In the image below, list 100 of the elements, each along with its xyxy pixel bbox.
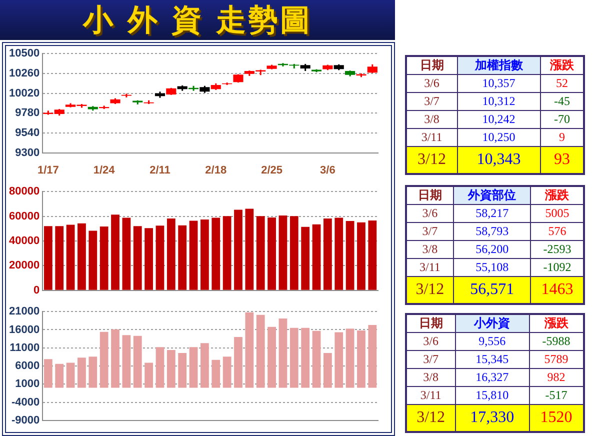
y-tick-label: 80000	[8, 186, 40, 198]
bar	[55, 364, 64, 388]
text: 1463	[530, 276, 584, 304]
bar	[66, 224, 75, 290]
text: 982	[529, 368, 584, 386]
text: 10,357	[457, 74, 541, 92]
bar	[368, 220, 377, 290]
text: 9	[540, 128, 584, 146]
text: 日期	[406, 56, 458, 74]
bar	[144, 228, 153, 290]
bar	[278, 318, 288, 388]
bar	[122, 335, 131, 388]
bar	[234, 210, 242, 290]
bar	[200, 343, 209, 388]
text: 15,810	[455, 386, 529, 404]
text: 55,108	[453, 258, 531, 276]
text: 58,217	[453, 204, 531, 222]
text: 56,200	[453, 240, 531, 258]
bar	[166, 350, 176, 388]
text: 10,250	[457, 128, 541, 146]
bar	[133, 336, 142, 388]
text: 3/7	[406, 350, 456, 368]
bar	[301, 226, 310, 290]
bar	[368, 325, 377, 388]
bar	[222, 216, 232, 290]
bar	[301, 328, 310, 388]
y-tick-label: 9780	[15, 107, 40, 120]
text: -70	[540, 110, 584, 128]
text: 10,343	[457, 146, 541, 174]
text: 3/7	[406, 92, 458, 110]
bar	[88, 356, 98, 388]
y-tick-label: 0	[33, 284, 40, 296]
text: 58,793	[453, 222, 531, 240]
bar	[290, 328, 298, 388]
text: 日期	[406, 186, 454, 204]
bar	[212, 218, 220, 290]
y-tick-label: 9300	[15, 146, 40, 159]
bar	[212, 360, 220, 388]
bar	[100, 332, 108, 388]
bar	[245, 312, 254, 388]
bar	[111, 214, 120, 290]
text: 3/7	[406, 222, 454, 240]
text: 5789	[529, 350, 584, 368]
text: 小外資	[455, 314, 529, 332]
bar	[144, 362, 153, 388]
text: 10,312	[457, 92, 541, 110]
text: 3/12	[406, 276, 454, 304]
bar	[55, 226, 64, 290]
bar	[312, 330, 321, 388]
text: 56,571	[453, 276, 531, 304]
text: 日期	[406, 314, 456, 332]
bar	[100, 226, 108, 290]
text: 576	[530, 222, 584, 240]
bar	[268, 326, 276, 388]
text: 3/12	[406, 404, 456, 432]
text: 3/11	[406, 258, 454, 276]
bar	[268, 218, 276, 290]
text: 9,556	[455, 332, 529, 350]
y-tick-label: 10260	[8, 67, 40, 80]
y-tick-label: 11000	[10, 342, 40, 354]
x-tick-label: 1/24	[93, 164, 116, 176]
text: 3/8	[406, 110, 458, 128]
text: 3/6	[406, 74, 458, 92]
bar	[256, 314, 265, 388]
text: 3/6	[406, 204, 454, 222]
text: 3/8	[406, 368, 456, 386]
bar	[178, 225, 187, 290]
bar	[334, 332, 344, 388]
text: 10,242	[457, 110, 541, 128]
text: -45	[540, 92, 584, 110]
bar	[222, 356, 232, 388]
text: -2593	[530, 240, 584, 258]
y-tick-label: 10020	[8, 87, 40, 100]
bar	[245, 208, 254, 290]
text: 外資部位	[453, 186, 531, 204]
text: 3/11	[406, 386, 456, 404]
text: 16,327	[455, 368, 529, 386]
x-tick-label: 2/18	[205, 164, 227, 176]
bar	[200, 220, 209, 290]
bar	[166, 218, 176, 290]
bar	[323, 352, 332, 388]
bar	[278, 216, 288, 290]
chart-title: 小 外 資 走勢圖	[0, 0, 395, 40]
text: 漲跌	[530, 186, 584, 204]
y-tick-label: 40000	[8, 235, 40, 248]
bar	[334, 218, 344, 290]
text: 17,330	[455, 404, 529, 432]
bar	[189, 347, 198, 388]
bar	[133, 226, 142, 290]
bar	[44, 226, 52, 290]
y-tick-label: 6000	[15, 360, 40, 372]
bar	[88, 230, 98, 290]
y-tick-label: 1000	[15, 378, 40, 390]
bar	[346, 328, 354, 388]
bar	[323, 218, 332, 290]
bar	[357, 222, 366, 290]
bar	[346, 220, 354, 290]
text: 3/12	[406, 146, 458, 174]
y-tick-label: -4000	[11, 396, 40, 408]
text: -517	[529, 386, 584, 404]
